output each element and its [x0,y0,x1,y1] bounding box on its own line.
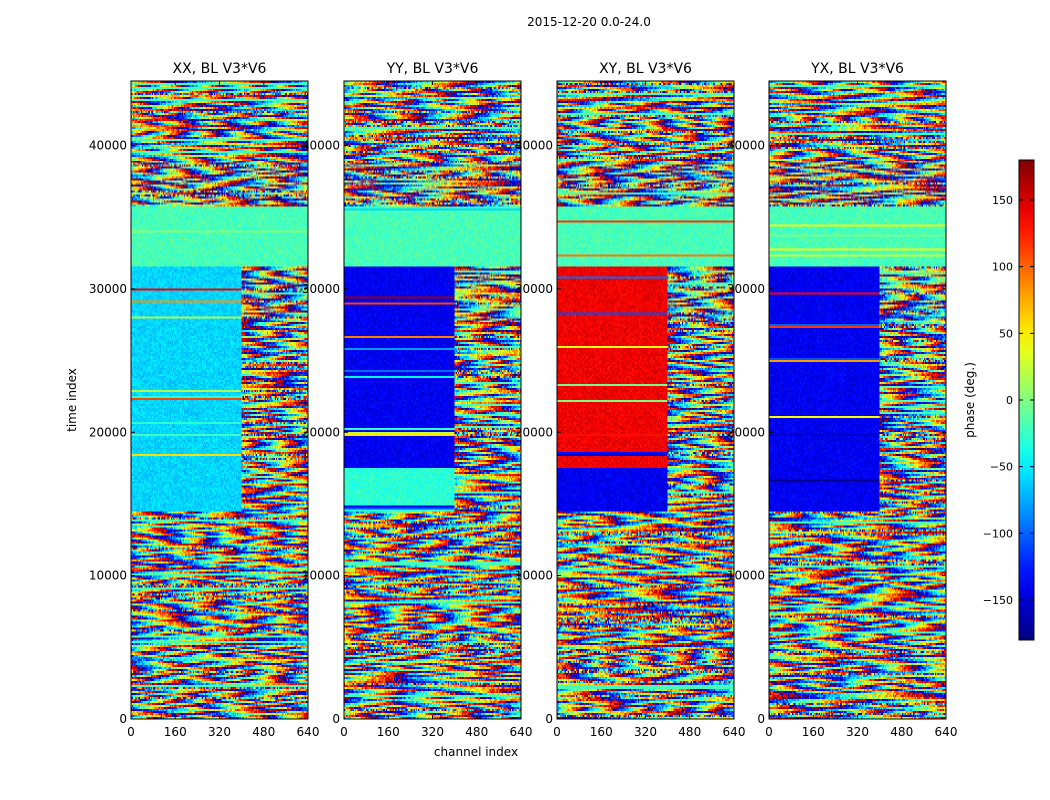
x-tick-label: 640 [723,725,746,739]
y-tick-label: 0 [332,712,340,726]
x-tick-label: 640 [510,725,533,739]
heatmap-panels: XX, BL V3*V6 0 160 320 480 640 0 10000 20000 3000… [89,61,958,739]
panel-title: YY, BL V3*V6 [386,61,479,77]
heatmap-image [557,81,734,719]
colorbar-tick-label: 100 [992,261,1013,274]
x-tick-label: 0 [127,725,135,739]
x-tick-label: 160 [377,725,400,739]
y-tick-label: 40000 [515,139,553,153]
y-tick-label: 10000 [515,569,553,583]
y-tick-label: 40000 [727,139,765,153]
panel-title: XY, BL V3*V6 [599,61,692,77]
y-tick-label: 30000 [89,282,127,296]
x-tick-label: 640 [935,725,958,739]
x-tick-label: 0 [765,725,773,739]
y-tick-label: 0 [119,712,127,726]
x-tick-label: 160 [802,725,825,739]
y-tick-label: 10000 [727,569,765,583]
y-tick-label: 0 [757,712,765,726]
y-tick-label: 20000 [89,425,127,439]
heatmap-panel-4: YX, BL V3*V6 0 160 320 480 640 0 10000 20000 3000… [727,61,958,739]
colorbar-tick-label: 0 [1006,394,1013,407]
colorbar-tick-label: −150 [983,594,1013,607]
y-tick-label: 40000 [89,139,127,153]
heatmap-panel-2: YY, BL V3*V6 0 160 320 480 640 0 10000 20000 3000… [302,61,533,739]
heatmap-image [131,81,308,719]
heatmap-panel-3: XY, BL V3*V6 0 160 320 480 640 0 10000 20000 3000… [515,61,746,739]
y-axis-label: time index [65,368,79,432]
x-tick-label: 480 [465,725,488,739]
x-tick-label: 0 [340,725,348,739]
colorbar-tick-label: 50 [999,327,1013,340]
y-tick-label: 0 [545,712,553,726]
colorbar-tick-label: −50 [990,461,1013,474]
x-tick-label: 320 [208,725,231,739]
colorbar-label: phase (deg.) [963,362,977,438]
x-tick-label: 480 [252,725,275,739]
y-tick-label: 40000 [302,139,340,153]
x-axis-label: channel index [434,745,518,759]
y-tick-label: 30000 [515,282,553,296]
figure-suptitle: 2015-12-20 0.0-24.0 [527,15,651,29]
x-tick-label: 0 [553,725,561,739]
heatmap-panel-1: XX, BL V3*V6 0 160 320 480 640 0 10000 20000 3000… [89,61,320,739]
x-tick-label: 160 [590,725,613,739]
x-tick-label: 160 [164,725,187,739]
y-tick-label: 30000 [302,282,340,296]
y-tick-label: 20000 [727,425,765,439]
heatmap-image [344,81,521,719]
colorbar: 150 100 50 0 −50 −100 −150 [983,159,1035,641]
y-tick-label: 10000 [302,569,340,583]
panel-title: XX, BL V3*V6 [173,61,267,77]
x-tick-label: 480 [890,725,913,739]
y-tick-label: 20000 [302,425,340,439]
x-tick-label: 480 [678,725,701,739]
y-tick-label: 30000 [727,282,765,296]
x-tick-label: 320 [634,725,657,739]
x-tick-label: 320 [846,725,869,739]
y-tick-label: 10000 [89,569,127,583]
colorbar-tick-label: 150 [992,194,1013,207]
heatmap-image [769,81,946,719]
panel-title: YX, BL V3*V6 [810,61,904,77]
x-tick-label: 640 [297,725,320,739]
x-tick-label: 320 [421,725,444,739]
colorbar-tick-label: −100 [983,527,1013,540]
y-tick-label: 20000 [515,425,553,439]
